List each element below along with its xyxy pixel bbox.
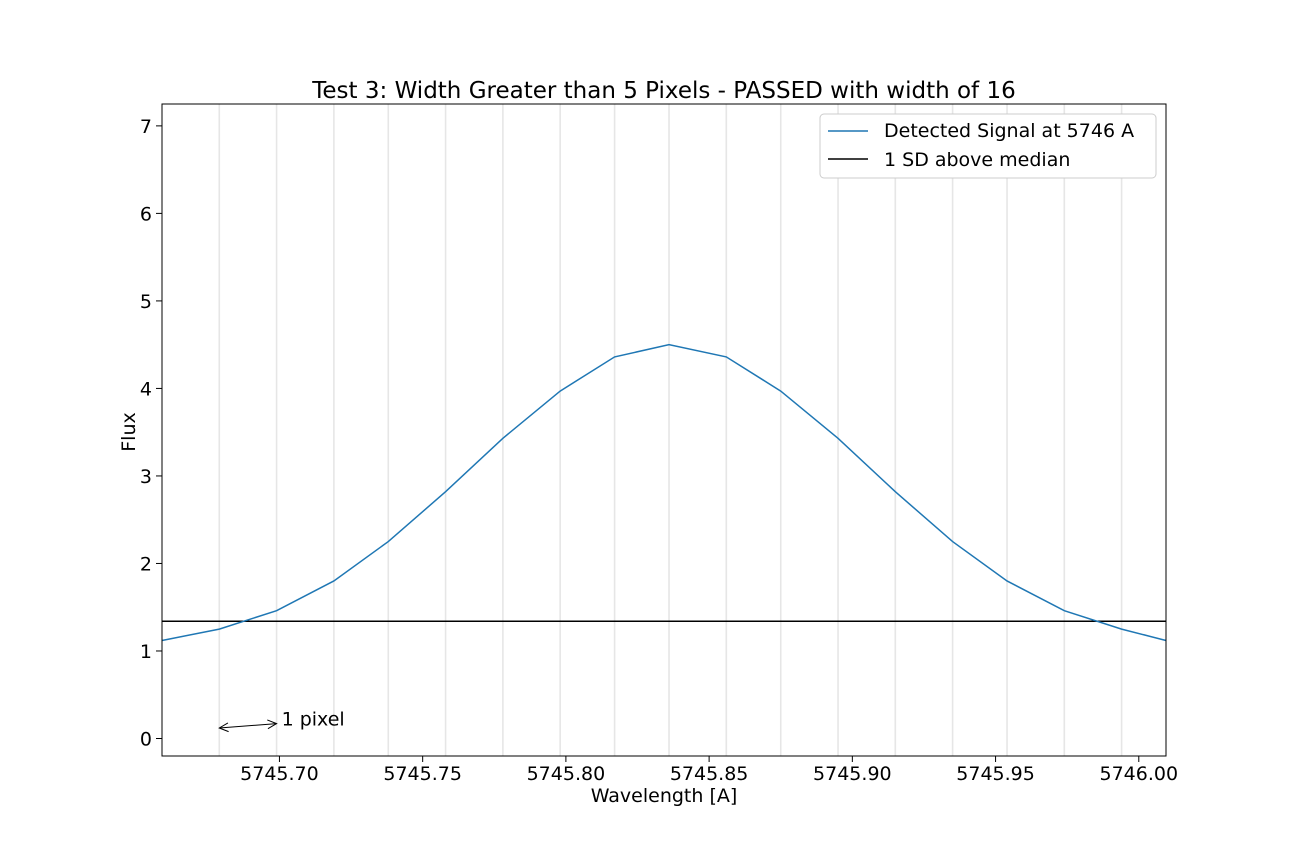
x-axis-label: Wavelength [A] — [591, 785, 738, 807]
y-tick-label-6: 6 — [140, 203, 152, 225]
chart-title: Test 3: Width Greater than 5 Pixels - PA… — [311, 78, 1015, 104]
x-tick-label-4: 5745.90 — [813, 763, 892, 785]
pixel-grid — [218, 104, 1123, 756]
annotation-arrowhead-start-0 — [218, 722, 229, 733]
plot-frame — [161, 103, 1167, 757]
x-tick-label-6: 5746.00 — [1099, 763, 1178, 785]
y-tick-label-1: 1 — [140, 641, 152, 663]
x-tick-label-5: 5745.95 — [956, 763, 1035, 785]
x-tick-label-2: 5745.80 — [527, 763, 606, 785]
x-tick-label-0: 5745.70 — [240, 763, 319, 785]
annotation-arrowhead-end-0 — [267, 719, 278, 730]
y-axis-label: Flux — [118, 412, 140, 452]
y-tick-label-4: 4 — [140, 378, 152, 400]
plot-content — [161, 343, 1167, 642]
annotation-label-0: 1 pixel — [282, 709, 345, 731]
series-lines — [161, 343, 1167, 642]
y-tick-label-2: 2 — [140, 553, 152, 575]
legend-label-detected-signal: Detected Signal at 5746 A — [884, 120, 1134, 142]
y-tick-label-3: 3 — [140, 466, 152, 488]
y-tick-label-0: 0 — [140, 728, 152, 750]
x-axis-ticks: 5745.70 5745.75 5745.80 5745.85 5745.90 5745.… — [240, 756, 1178, 785]
annotations: 1 pixel — [218, 709, 345, 733]
y-axis-ticks: 0 1 2 3 4 5 6 7 — [140, 116, 162, 750]
legend-box — [819, 113, 1157, 179]
x-tick-label-3: 5745.85 — [670, 763, 749, 785]
annotation-arrow-0 — [219, 723, 277, 729]
y-tick-label-7: 7 — [140, 116, 152, 138]
x-tick-label-1: 5745.75 — [383, 763, 462, 785]
series-line-0 — [161, 343, 1167, 642]
legend-label-sd-line: 1 SD above median — [884, 149, 1070, 171]
plot-background — [162, 104, 1166, 756]
legend: Detected Signal at 5746 A 1 SD above med… — [819, 113, 1157, 179]
y-tick-label-5: 5 — [140, 291, 152, 313]
